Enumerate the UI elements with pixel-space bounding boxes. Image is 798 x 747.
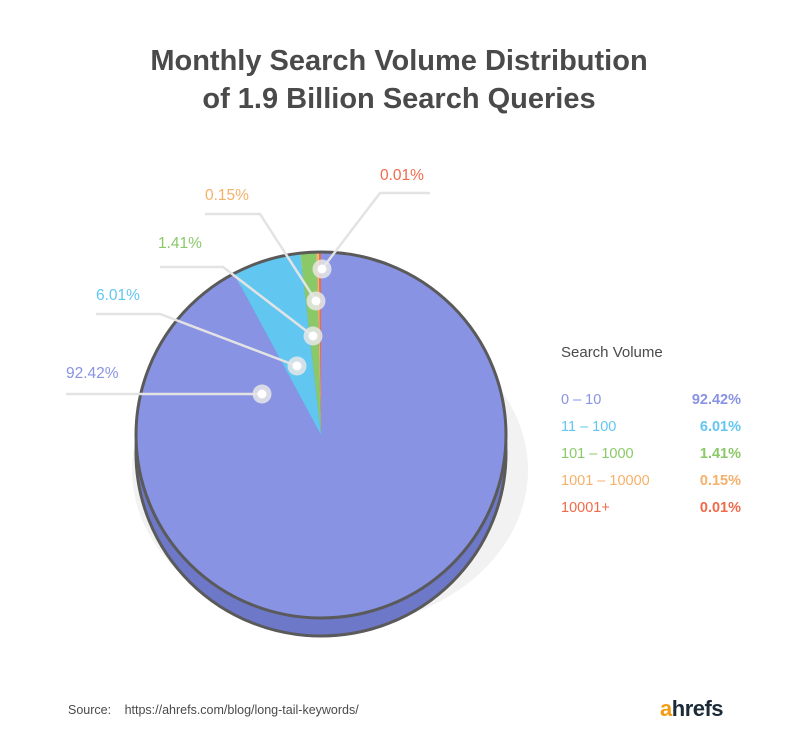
callout-leader-line <box>160 265 314 337</box>
legend-entry-value: 92.42% <box>691 392 741 408</box>
callout-dot <box>311 296 321 306</box>
chart-title-line-1: Monthly Search Volume Distribution <box>150 45 648 77</box>
legend-entry-value: 0.01% <box>699 500 741 516</box>
source-note: Source: https://ahrefs.com/blog/long-tai… <box>68 703 359 717</box>
legend-title: Search Volume <box>561 344 663 361</box>
data-label: 92.42% <box>66 365 119 382</box>
data-label: 1.41% <box>158 235 202 252</box>
legend-entry-label: 101 – 1000 <box>561 446 634 462</box>
legend: Search Volume 0 – 10 92.42% 11 – 100 6.01% 1… <box>561 344 741 522</box>
pie-outline <box>134 250 508 620</box>
source-label: Source: <box>68 703 112 717</box>
data-label: 6.01% <box>96 287 140 304</box>
legend-entry: 11 – 100 6.01% <box>561 414 741 441</box>
callout-leader-line <box>205 212 318 302</box>
ahrefs-logo-rest: hrefs <box>671 696 724 721</box>
legend-rows: 0 – 10 92.42% 11 – 100 6.01% 101 – 1000 1.41%… <box>561 387 741 522</box>
legend-entry-label: 11 – 100 <box>561 419 617 435</box>
callout-dot <box>308 331 318 341</box>
source-url: https://ahrefs.com/blog/long-tail-keywor… <box>124 703 359 717</box>
legend-entry: 0 – 10 92.42% <box>561 387 741 414</box>
callout-dot <box>292 361 302 371</box>
ahrefs-logo-accent: a <box>660 696 672 721</box>
legend-entry: 101 – 1000 1.41% <box>561 441 741 468</box>
legend-entry-value: 0.15% <box>699 473 741 489</box>
data-label: 0.15% <box>205 187 249 204</box>
data-label: 0.01% <box>380 167 424 184</box>
legend-entry-value: 6.01% <box>699 419 741 435</box>
callout-leader-line <box>321 191 430 270</box>
callout-leader-line <box>96 312 298 368</box>
legend-entry-value: 1.41% <box>699 446 741 462</box>
legend-entry-label: 10001+ <box>561 500 610 516</box>
pie-slice <box>233 253 321 435</box>
callout-dot <box>257 389 267 399</box>
ahrefs-logo: ahrefs <box>660 696 724 722</box>
legend-entry-label: 0 – 10 <box>561 392 602 408</box>
legend-entry: 10001+ 0.01% <box>561 495 741 522</box>
callout-dot <box>317 264 327 274</box>
pie-callouts: 0.01% 0.15% 1.41% 6.01% 92.42% <box>66 167 430 404</box>
pie-slice <box>136 252 507 618</box>
legend-entry-label: 1001 – 10000 <box>561 473 650 489</box>
legend-entry: 1001 – 10000 0.15% <box>561 468 741 495</box>
chart-title: Monthly Search Volume Distribution of 1.… <box>0 42 798 118</box>
chart-title-line-2: of 1.9 Billion Search Queries <box>202 83 596 115</box>
